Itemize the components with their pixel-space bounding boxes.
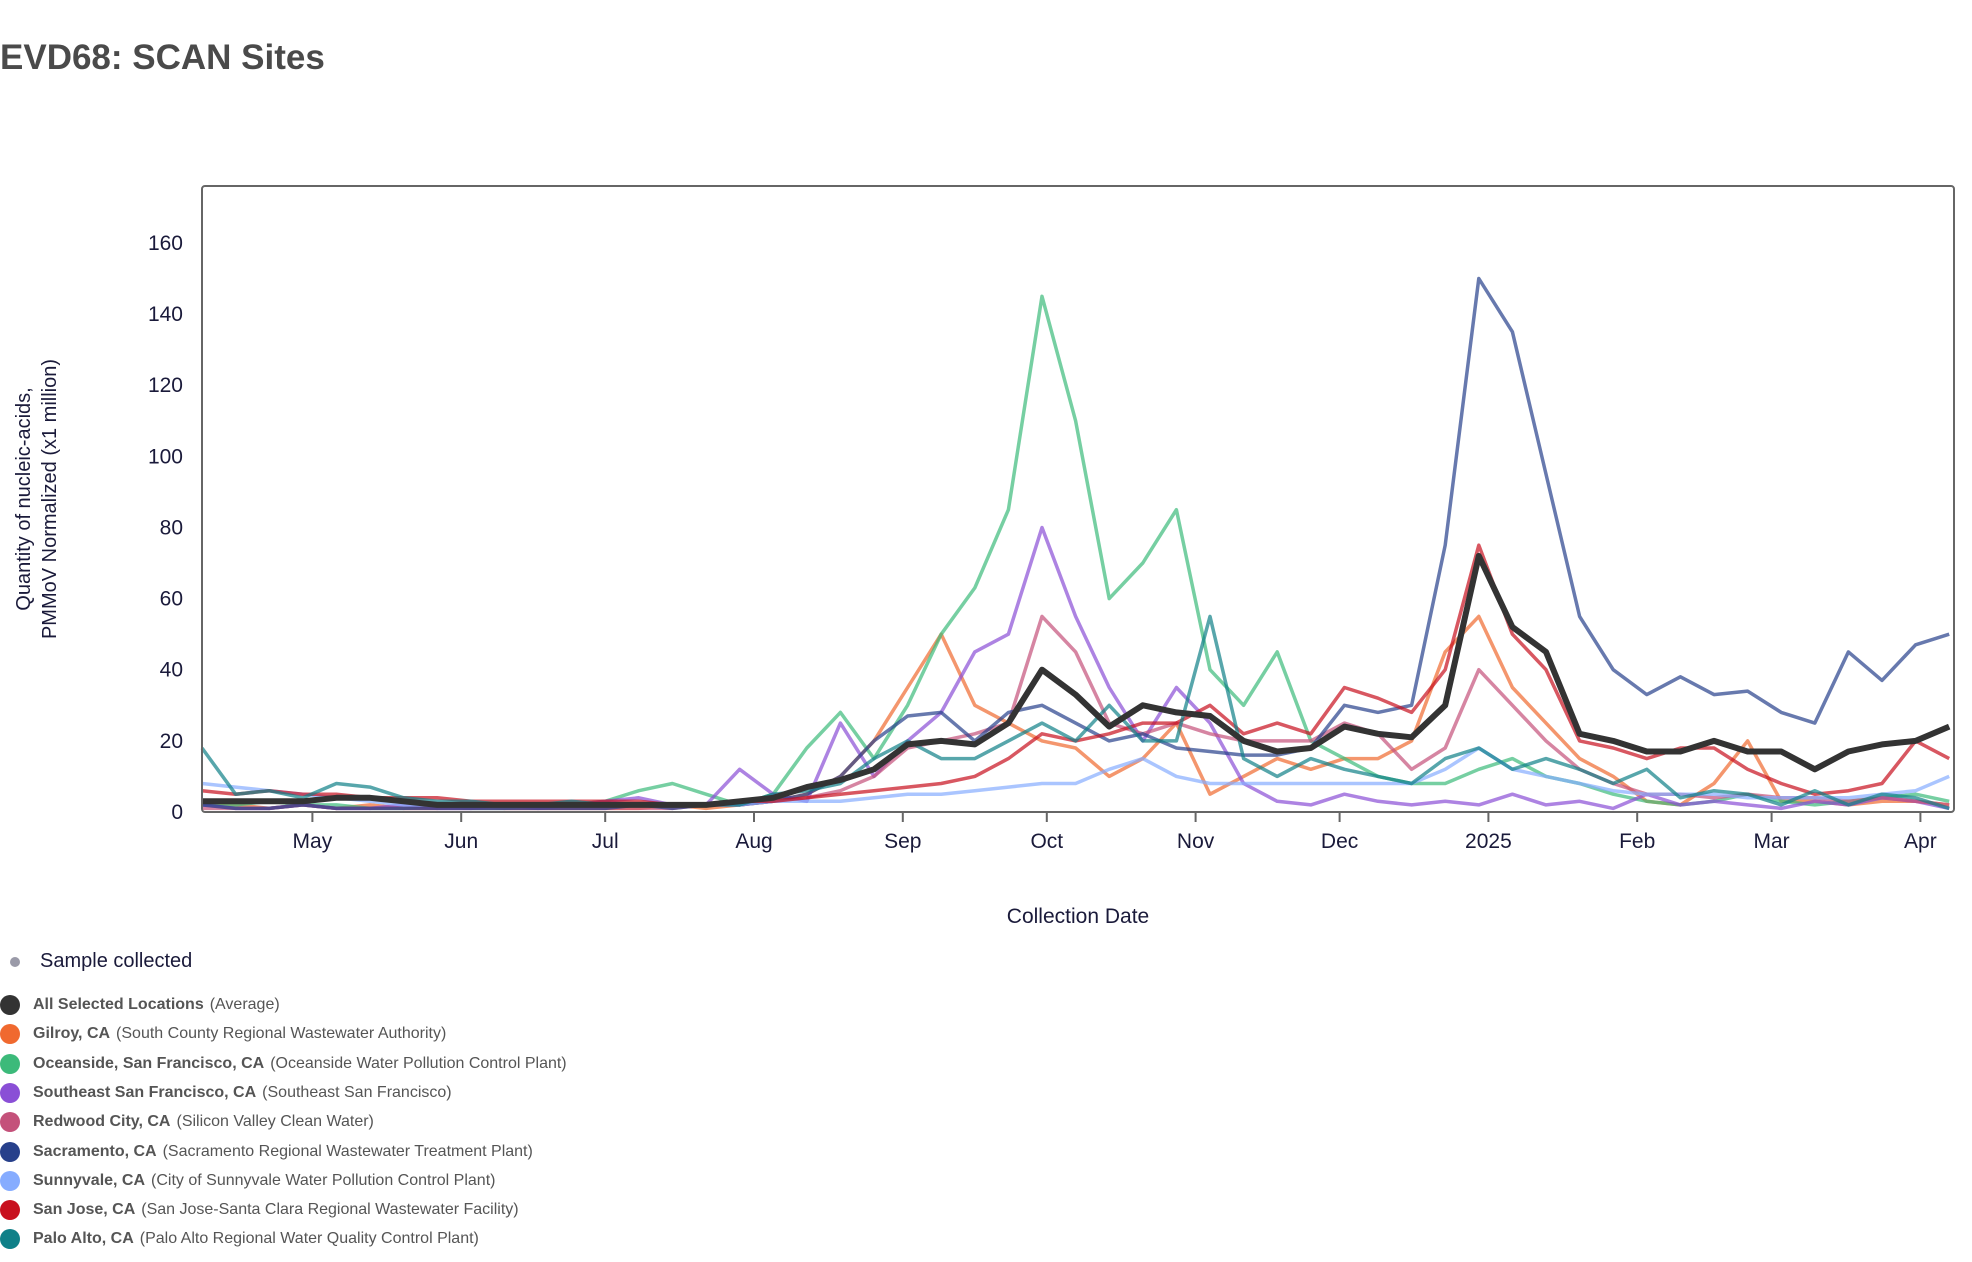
y-tick-label: 0 xyxy=(171,801,183,824)
x-tick-label: May xyxy=(293,830,333,853)
y-axis-label-line1: Quantity of nucleic-acids, xyxy=(13,387,35,610)
legend-facility: (Palo Alto Regional Water Quality Contro… xyxy=(139,1230,479,1248)
x-tick-label: Apr xyxy=(1904,830,1937,853)
y-tick-label: 80 xyxy=(160,516,183,539)
series-line-all-selected-locations xyxy=(202,552,1951,808)
legend-location: Redwood City, CA xyxy=(33,1113,171,1131)
legend-item[interactable]: Oceanside, San Francisco, CA (Oceanside W… xyxy=(0,1053,567,1074)
y-axis-label-line2: PMMoV Normalized (x1 million) xyxy=(39,359,61,639)
y-tick-label: 60 xyxy=(160,588,183,611)
legend-location: Sacramento, CA xyxy=(33,1142,157,1160)
x-tick-label: Dec xyxy=(1321,830,1358,853)
legend-dot-icon xyxy=(0,1200,20,1221)
line-chart: 0 20 40 60 80 100 120 140 160 May Jun Jul Aug Sep Oct… xyxy=(13,185,1955,928)
legend-location: Palo Alto, CA xyxy=(33,1230,134,1248)
x-tick-label: Aug xyxy=(735,830,772,853)
y-tick-label: 20 xyxy=(160,730,183,753)
series-lines xyxy=(200,276,1951,811)
y-tick-label: 160 xyxy=(148,232,183,255)
x-axis-label: Collection Date xyxy=(1007,905,1149,928)
y-tick-label: 100 xyxy=(148,445,183,468)
plot-frame xyxy=(201,185,1955,813)
y-tick-label: 140 xyxy=(148,303,183,326)
legend-item[interactable]: Sunnyvale, CA (City of Sunnyvale Water Po… xyxy=(0,1170,496,1191)
y-tick-label: 120 xyxy=(148,374,183,397)
x-tick-label: Oct xyxy=(1030,830,1063,853)
sample-dot-icon xyxy=(10,956,20,967)
legend-dot-icon xyxy=(0,1141,20,1162)
legend-facility: (Sacramento Regional Wastewater Treatmen… xyxy=(162,1142,533,1160)
x-tick-label: Sep xyxy=(884,830,921,853)
sample-label: Sample collected xyxy=(40,950,193,972)
legend-dot-icon xyxy=(0,1053,20,1074)
x-axis: May Jun Jul Aug Sep Oct Nov Dec 2025 Feb Mar Apr xyxy=(293,812,1937,853)
series-line-sacramento-ca xyxy=(201,276,1950,811)
legend-dot-icon xyxy=(0,1082,20,1103)
legend-item[interactable]: Gilroy, CA (South County Regional Wastewa… xyxy=(0,1024,447,1045)
legend-facility: (Oceanside Water Pollution Control Plant… xyxy=(270,1054,567,1072)
legend-facility: (Silicon Valley Clean Water) xyxy=(176,1113,374,1131)
x-tick-label: Feb xyxy=(1619,830,1655,853)
legend-location: Gilroy, CA xyxy=(33,1025,111,1043)
x-tick-label: Nov xyxy=(1177,830,1215,853)
series-line-san-jose-ca xyxy=(201,543,1951,807)
legend-facility: (San Jose-Santa Clara Regional Wastewate… xyxy=(141,1201,519,1219)
legend-location: All Selected Locations xyxy=(33,996,204,1013)
legend-location: Sunnyvale, CA xyxy=(33,1171,146,1189)
legend-item[interactable]: Sacramento, CA (Sacramento Regional Waste… xyxy=(0,1141,533,1162)
legend-sample-collected: Sample collected xyxy=(10,950,192,973)
x-tick-label: Jul xyxy=(592,830,619,853)
legend-dot-icon xyxy=(0,1229,20,1250)
legend-dot-icon xyxy=(0,1112,20,1133)
legend-facility: (South County Regional Wastewater Author… xyxy=(116,1025,447,1043)
legend-item[interactable]: Palo Alto, CA (Palo Alto Regional Water Q… xyxy=(0,1229,479,1250)
x-tick-label: Mar xyxy=(1754,830,1790,853)
series-line-gilroy-ca xyxy=(202,614,1950,811)
legend-item[interactable]: San Jose, CA (San Jose-Santa Clara Region… xyxy=(0,1200,519,1221)
series-line-palo-alto-ca xyxy=(200,614,1950,811)
series-line-southeast-san-francisco-ca xyxy=(201,525,1950,811)
legend-facility: (Average) xyxy=(209,996,280,1013)
legend-dot-icon xyxy=(0,995,20,1015)
y-axis: 0 20 40 60 80 100 120 140 160 xyxy=(148,232,183,824)
y-tick-label: 40 xyxy=(160,659,183,682)
legend-item[interactable]: All Selected Locations (Average) xyxy=(0,995,280,1015)
series-line-oceanside-san-francisco-ca xyxy=(202,294,1950,811)
legend-location: San Jose, CA xyxy=(33,1201,136,1219)
x-tick-label: 2025 xyxy=(1465,830,1512,853)
x-tick-label: Jun xyxy=(444,830,478,853)
legend-item[interactable]: Southeast San Francisco, CA (Southeast Sa… xyxy=(0,1082,452,1103)
legend-facility: (Southeast San Francisco) xyxy=(262,1083,452,1101)
legend-dot-icon xyxy=(0,1170,20,1191)
legend-item[interactable]: Redwood City, CA (Silicon Valley Clean Wa… xyxy=(0,1112,374,1133)
legend-location: Oceanside, San Francisco, CA xyxy=(33,1054,265,1072)
series-line-redwood-city-ca xyxy=(202,614,1950,811)
chart-title: EVD68: SCAN Sites xyxy=(0,38,325,77)
legend-location: Southeast San Francisco, CA xyxy=(33,1083,257,1101)
legend-dot-icon xyxy=(0,1024,20,1045)
legend-facility: (City of Sunnyvale Water Pollution Contr… xyxy=(151,1171,496,1189)
